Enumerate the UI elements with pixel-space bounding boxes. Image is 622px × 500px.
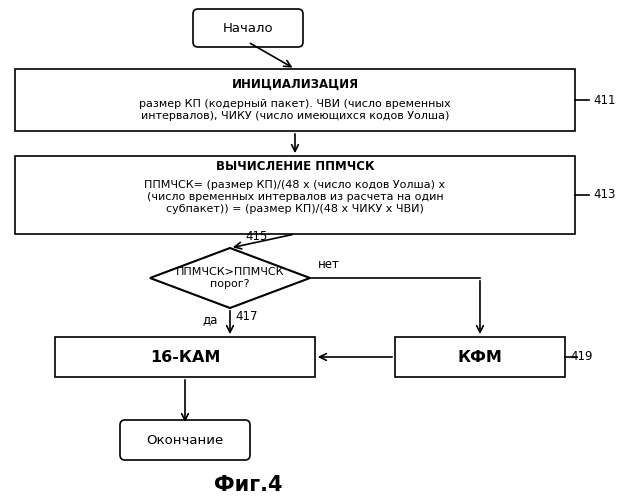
Text: 16-КАМ: 16-КАМ — [150, 350, 220, 364]
Text: 419: 419 — [570, 350, 593, 364]
Text: да: да — [202, 314, 217, 326]
Text: 411: 411 — [593, 94, 616, 106]
Text: ИНИЦИАЛИЗАЦИЯ: ИНИЦИАЛИЗАЦИЯ — [231, 78, 358, 90]
FancyBboxPatch shape — [120, 420, 250, 460]
Polygon shape — [150, 248, 310, 308]
Bar — [15, 156, 575, 234]
Text: КФМ: КФМ — [458, 350, 503, 364]
Text: 417: 417 — [235, 310, 258, 322]
FancyBboxPatch shape — [193, 9, 303, 47]
Text: размер КП (кодерный пакет). ЧВИ (число временных
интервалов), ЧИКУ (число имеющи: размер КП (кодерный пакет). ЧВИ (число в… — [139, 99, 451, 121]
Text: Начало: Начало — [223, 22, 273, 35]
Text: ППМЧСК>ППМЧСК
порог?: ППМЧСК>ППМЧСК порог? — [176, 267, 284, 289]
Bar — [55, 337, 315, 377]
Bar — [395, 337, 565, 377]
Text: Окончание: Окончание — [146, 434, 224, 446]
Text: 415: 415 — [245, 230, 267, 243]
Bar — [15, 69, 575, 131]
Text: 413: 413 — [593, 188, 615, 202]
Text: Фиг.4: Фиг.4 — [214, 475, 282, 495]
Text: нет: нет — [318, 258, 340, 270]
Text: ППМЧСК= (размер КП)/(48 х (число кодов Уолша) х
(число временных интервалов из р: ППМЧСК= (размер КП)/(48 х (число кодов У… — [144, 180, 445, 214]
Text: ВЫЧИСЛЕНИЕ ППМЧСК: ВЫЧИСЛЕНИЕ ППМЧСК — [216, 160, 374, 173]
